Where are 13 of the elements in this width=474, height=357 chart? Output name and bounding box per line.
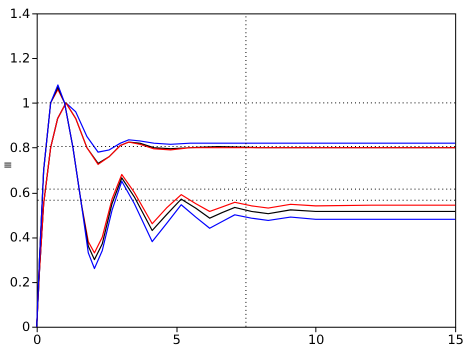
y-tick-label: 1.4 bbox=[10, 6, 30, 22]
y-tick-label: 0.4 bbox=[10, 230, 30, 246]
y-tick-label: 1.2 bbox=[10, 52, 30, 67]
y-tick-label: 0 bbox=[22, 320, 30, 336]
y-tick-label: 0.6 bbox=[10, 186, 30, 201]
y-tick-label: 0.2 bbox=[10, 275, 30, 290]
x-tick-label: 15 bbox=[447, 333, 464, 348]
x-tick-label: 5 bbox=[172, 333, 181, 348]
y-tick-label: 0.8 bbox=[10, 141, 30, 156]
x-tick-label: 0 bbox=[33, 333, 42, 348]
y-axis-title: ≡ bbox=[3, 158, 12, 172]
y-tick-label: 1 bbox=[22, 96, 30, 112]
x-tick-label: 10 bbox=[308, 333, 324, 348]
